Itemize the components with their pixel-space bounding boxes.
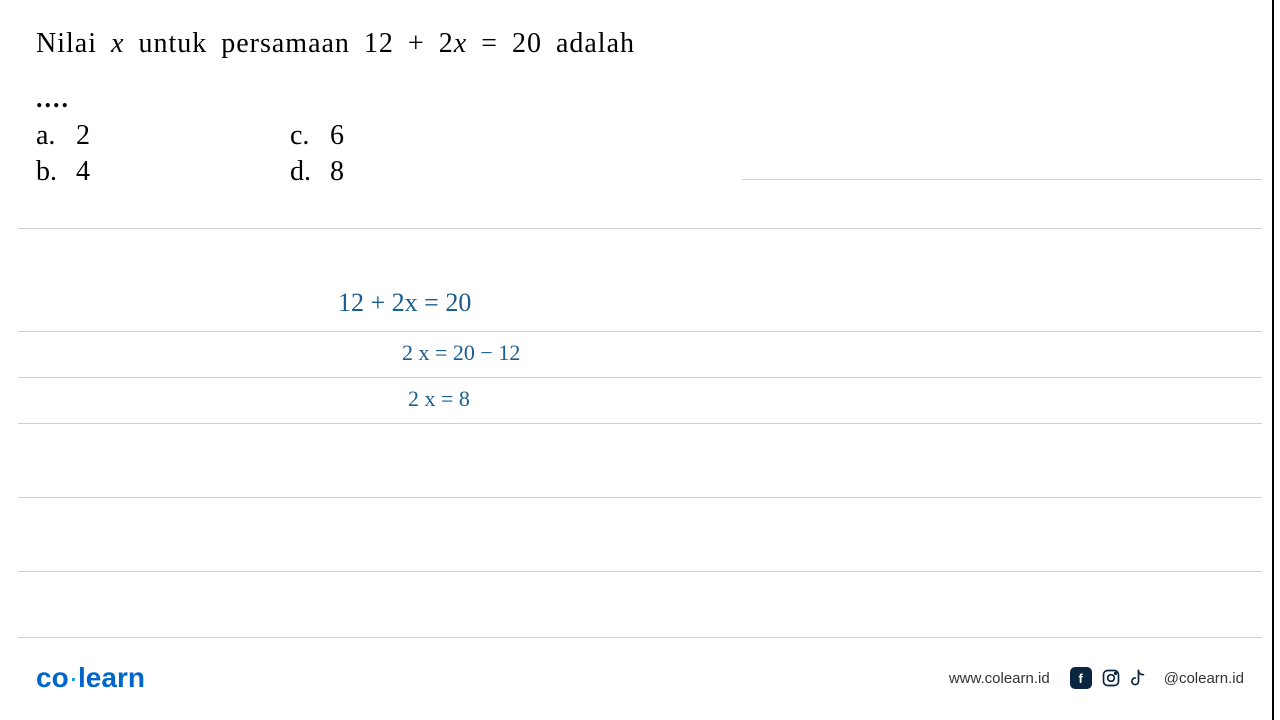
q-prefix: Nilai (36, 28, 97, 59)
option-letter: c. (290, 120, 330, 152)
option-letter: d. (290, 156, 330, 188)
option-a: a. 2 (36, 120, 90, 152)
option-value: 2 (76, 120, 90, 152)
option-value: 6 (330, 120, 344, 152)
facebook-icon: f (1070, 667, 1092, 689)
answer-options: a. 2 b. 4 c. 6 d. 8 (36, 120, 1244, 188)
q-suffix: = 20 adalah (467, 28, 635, 59)
instagram-icon (1100, 667, 1122, 689)
tiktok-icon (1130, 667, 1152, 689)
option-value: 8 (330, 156, 344, 188)
option-letter: b. (36, 156, 76, 188)
ellipsis-dots: .... (36, 84, 1244, 114)
logo-part1: co (36, 662, 69, 693)
option-b: b. 4 (36, 156, 90, 188)
logo-part2: learn (78, 662, 145, 693)
page-edge (1272, 0, 1274, 720)
footer: co·learn www.colearn.id f @colearn.id (0, 662, 1280, 694)
option-letter: a. (36, 120, 76, 152)
work-line2: 2 x = 20 − 12 (402, 340, 520, 366)
option-d: d. 8 (290, 156, 344, 188)
q-var2: x (454, 28, 467, 59)
social-handle: @colearn.id (1164, 670, 1244, 687)
question-text: Nilai x untuk persamaan 12 + 2x = 20 ada… (36, 28, 1244, 60)
work-line1: 12 + 2x = 20 (338, 288, 471, 318)
work-line3: 2 x = 8 (408, 386, 470, 412)
website-url: www.colearn.id (949, 670, 1050, 687)
option-value: 4 (76, 156, 90, 188)
option-c: c. 6 (290, 120, 344, 152)
logo: co·learn (36, 662, 145, 694)
social-links: f @colearn.id (1070, 667, 1244, 689)
options-col1: a. 2 b. 4 (36, 120, 90, 188)
footer-right: www.colearn.id f @colearn.id (949, 667, 1244, 689)
logo-sep: · (69, 662, 78, 693)
options-col2: c. 6 d. 8 (290, 120, 344, 188)
q-middle: untuk persamaan 12 + 2 (138, 28, 453, 59)
q-var: x (111, 28, 124, 59)
